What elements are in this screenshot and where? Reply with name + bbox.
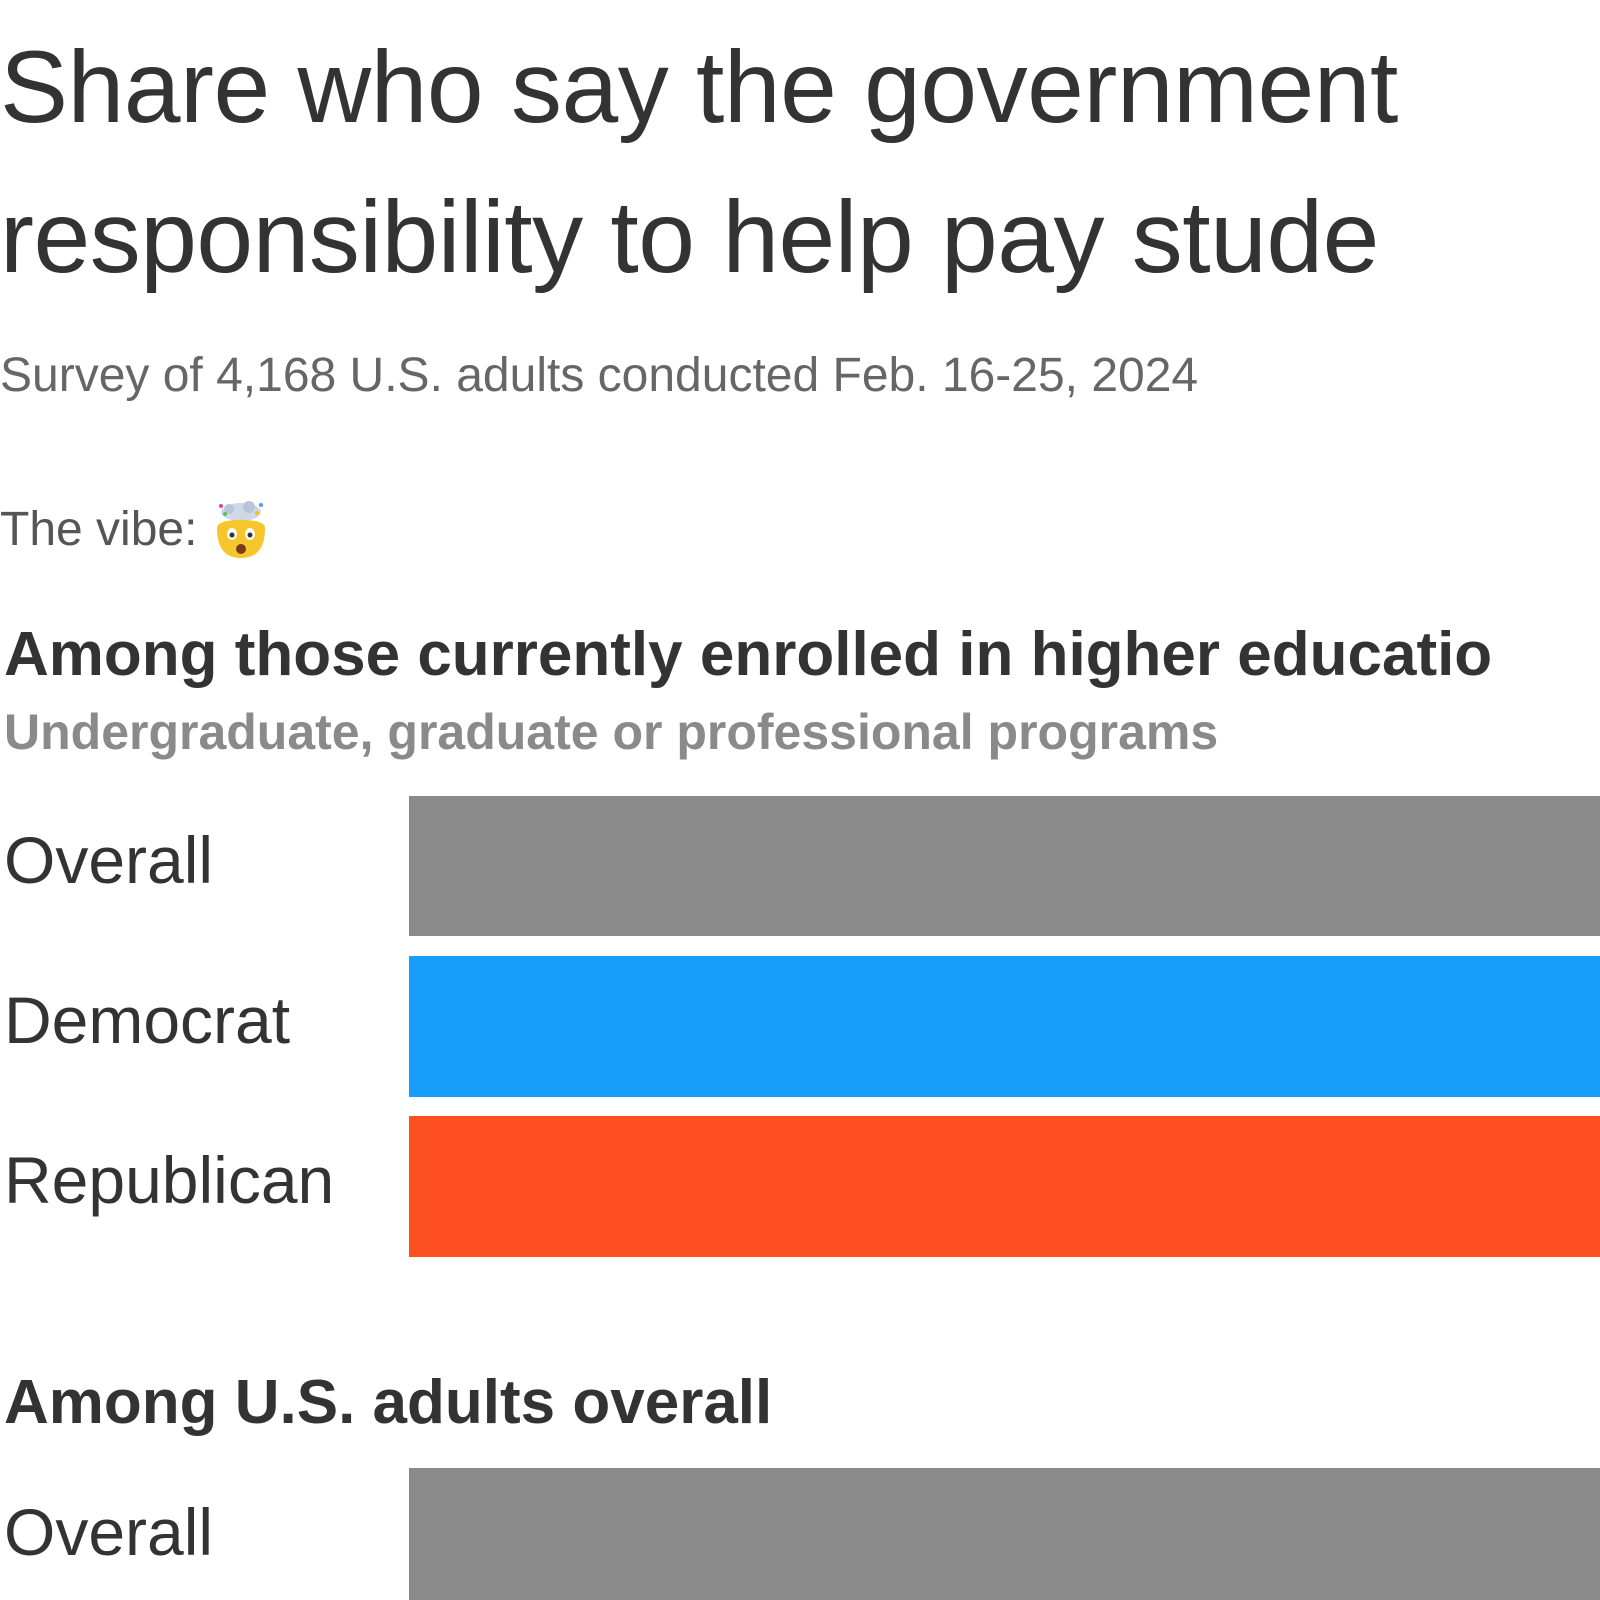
row-label-republican: Republican	[4, 1143, 335, 1217]
row-label-democrat: Democrat	[4, 983, 291, 1057]
section-title-adults: Among U.S. adults overall	[4, 1368, 773, 1437]
bar-enrolled-republican	[409, 1116, 1600, 1257]
chart-title: Share who say the government responsibil…	[0, 12, 1600, 312]
chart-subtitle: Survey of 4,168 U.S. adults conducted Fe…	[0, 349, 1199, 402]
vibe-label: The vibe:	[0, 503, 198, 556]
section-subtitle-enrolled: Undergraduate, graduate or professional …	[4, 704, 1219, 760]
row-label-adults-overall: Overall	[4, 1495, 214, 1569]
section-title-enrolled: Among those currently enrolled in higher…	[4, 620, 1493, 689]
bar-adults-overall	[409, 1468, 1600, 1600]
vibe-line: The vibe:	[0, 500, 271, 560]
bar-enrolled-overall	[409, 796, 1600, 936]
chart-title-line-1: Share who say the government	[0, 30, 1398, 144]
exploding-head-icon	[211, 500, 271, 560]
bar-enrolled-democrat	[409, 956, 1600, 1097]
row-label-overall: Overall	[4, 823, 214, 897]
chart-title-line-2: responsibility to help pay stude	[0, 180, 1379, 294]
